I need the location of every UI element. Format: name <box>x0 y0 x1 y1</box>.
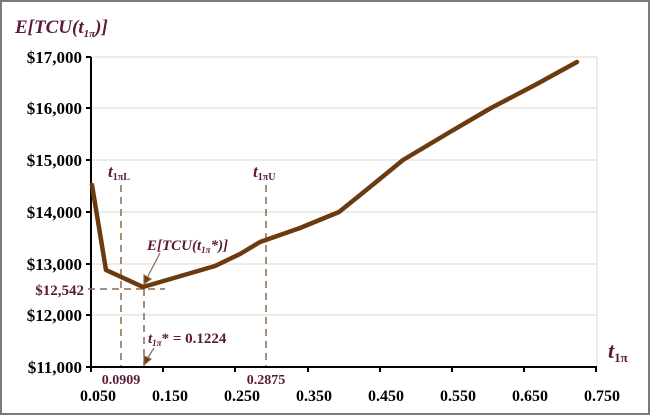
x-tick-label: 0.550 <box>440 388 476 405</box>
arrow-head-icon <box>143 355 153 367</box>
t-lower-value: 0.0909 <box>102 373 141 388</box>
annotation-arrows <box>143 252 161 367</box>
y-tick-label: $12,000 <box>27 306 82 325</box>
y-tick-label: $11,000 <box>28 358 82 377</box>
t-star-label: t1π* = 0.1224 <box>148 331 227 348</box>
t-upper-value: 0.2875 <box>247 373 286 388</box>
y-axis-title: E[TCU(t1π)] <box>14 17 108 40</box>
y-axis <box>86 56 92 368</box>
x-tick-labels: 0.050 0.150 0.250 0.350 0.450 0.550 0.65… <box>80 388 620 405</box>
t-lower-label: t1πL <box>108 162 130 183</box>
gridlines <box>91 56 598 367</box>
y-tick-label: $17,000 <box>27 48 82 67</box>
optimum-cost-label: E[TCU(t1π*)] <box>146 238 228 255</box>
x-tick-label: 0.750 <box>584 388 620 405</box>
min-cost-value: $12,542 <box>35 283 84 299</box>
x-tick-label: 0.250 <box>224 388 260 405</box>
t-upper-label: t1πU <box>253 162 275 183</box>
x-tick-label: 0.150 <box>152 388 188 405</box>
y-tick-label: $15,000 <box>27 151 82 170</box>
cost-curve <box>89 59 580 290</box>
y-tick-label: $14,000 <box>27 203 82 222</box>
x-axis-title: t1π <box>608 338 628 365</box>
x-tick-label: 0.350 <box>296 388 332 405</box>
y-tick-label: $16,000 <box>27 99 82 118</box>
x-tick-label: 0.450 <box>368 388 404 405</box>
arrow-head-icon <box>143 273 153 286</box>
y-tick-label: $13,000 <box>27 255 82 274</box>
y-tick-labels: $17,000 $16,000 $15,000 $14,000 $13,000 … <box>27 48 82 377</box>
x-tick-label: 0.650 <box>512 388 548 405</box>
x-axis <box>90 366 597 372</box>
x-tick-label: 0.050 <box>80 388 116 405</box>
